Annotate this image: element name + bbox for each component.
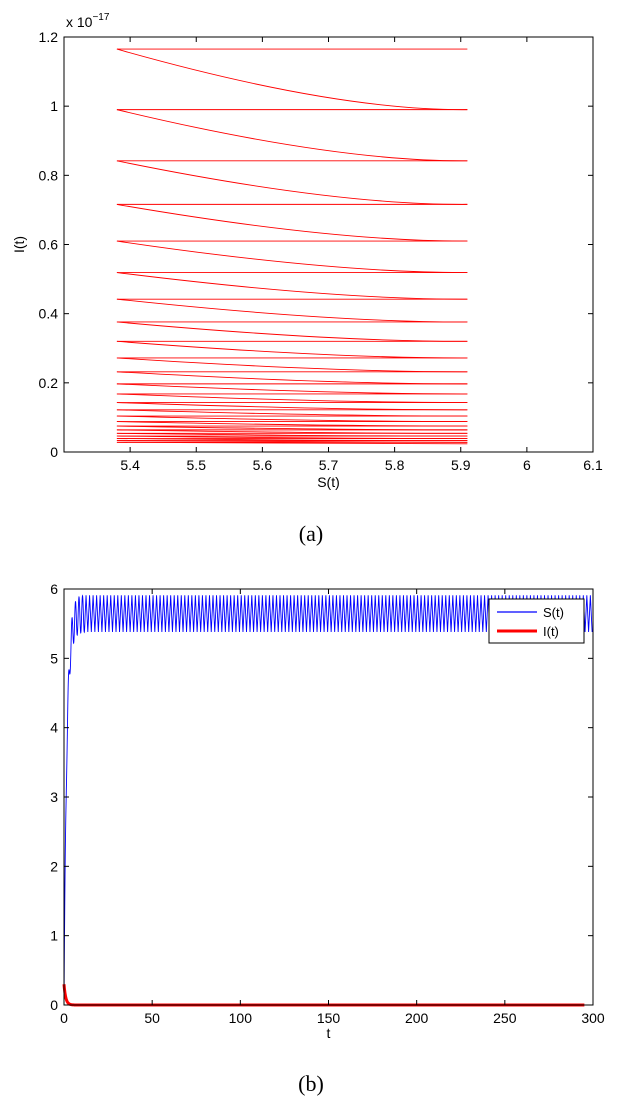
cycle-decay-curve xyxy=(116,109,468,162)
x-tick-label: 6.1 xyxy=(583,457,603,473)
x-tick-label: 200 xyxy=(405,1010,429,1026)
y-tick-label: 4 xyxy=(50,720,58,736)
cycle-decay-curve xyxy=(116,160,468,205)
y-tick-label: 5 xyxy=(50,650,58,666)
x-tick-label: 5.4 xyxy=(120,457,140,473)
legend-label: I(t) xyxy=(543,624,559,639)
x-tick-label: 300 xyxy=(581,1010,605,1026)
x-tick-label: 5.9 xyxy=(451,457,471,473)
y-tick-label: 0.6 xyxy=(39,237,59,253)
x-tick-label: 250 xyxy=(493,1010,517,1026)
cycle-decay-curve xyxy=(116,203,468,242)
legend: S(t) I(t) xyxy=(488,598,585,644)
y-tick-label: 0.8 xyxy=(39,167,59,183)
x-axis-label: t xyxy=(327,1025,331,1041)
y-tick-label: 0.4 xyxy=(39,306,59,322)
y-tick-label: 0 xyxy=(50,444,58,460)
plot-area xyxy=(64,37,593,452)
caption-b: (b) xyxy=(298,1071,324,1096)
chart-b: 0 50 100 150 200 250 300 0 1 2 3 4 5 6 t S(t) I(t) xyxy=(50,581,605,1041)
y-tick-label: 6 xyxy=(50,581,58,597)
y-tick-label: 2 xyxy=(50,858,58,874)
plot-area xyxy=(64,589,593,1005)
phase-trajectory xyxy=(116,48,468,445)
x-tick-label: 6 xyxy=(523,457,531,473)
x-axis-label: S(t) xyxy=(317,474,340,490)
x-tick-label: 150 xyxy=(317,1010,341,1026)
caption-a: (a) xyxy=(298,521,324,546)
x-tick-label: 50 xyxy=(144,1010,160,1026)
y-exponent-power: −17 xyxy=(92,12,109,23)
y-exponent-label: x 10−17 xyxy=(66,12,110,30)
series-s-line xyxy=(63,594,593,1006)
legend-box xyxy=(488,598,585,644)
x-tick-label: 0 xyxy=(60,1010,68,1026)
y-axis-label: I(t) xyxy=(11,236,27,253)
x-tick-label: 5.7 xyxy=(319,457,339,473)
chart-a: 5.4 5.5 5.6 5.7 5.8 5.9 6 6.1 0 0.2 0.4 0.6 0.8 1 1.2 x… xyxy=(11,12,603,490)
y-tick-label: 1 xyxy=(50,928,58,944)
y-tick-label: 3 xyxy=(50,789,58,805)
x-tick-label: 100 xyxy=(229,1010,253,1026)
y-tick-label: 0 xyxy=(50,997,58,1013)
cycle-decay-curve xyxy=(116,441,468,445)
x-tick-label: 5.6 xyxy=(253,457,273,473)
y-tick-label: 1 xyxy=(50,98,58,114)
legend-label: S(t) xyxy=(543,605,564,620)
x-tick-label: 5.5 xyxy=(187,457,207,473)
y-tick-label: 0.2 xyxy=(39,375,59,391)
y-exponent-base: x 10 xyxy=(66,14,93,30)
y-tick-label: 1.2 xyxy=(39,29,59,45)
cycle-decay-curve xyxy=(116,48,468,111)
x-tick-label: 5.8 xyxy=(385,457,405,473)
